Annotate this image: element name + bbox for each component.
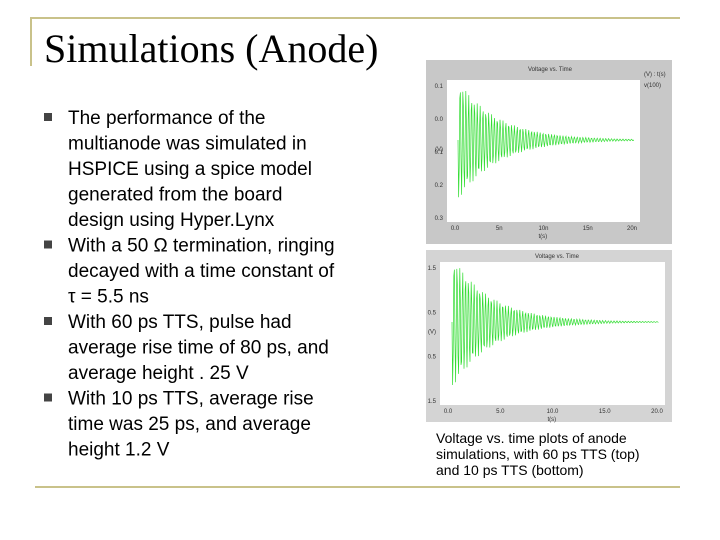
bullet-text: height 1.2 V	[68, 440, 170, 461]
caption: and 10 ps TTS (bottom)	[436, 462, 584, 478]
x-label: t(s)	[548, 417, 557, 423]
x-tick-label: 15.0	[599, 409, 611, 415]
bullet-marker	[44, 240, 52, 249]
plot-area	[447, 80, 640, 222]
x-label: t(s)	[539, 234, 548, 240]
bullet-marker	[44, 393, 52, 402]
bullet-text: multianode was simulated in	[68, 134, 307, 155]
y-tick-label: 1.5	[428, 266, 437, 272]
legend-text: (V) : t(s)	[644, 72, 666, 78]
bullet-text: HSPICE using a spice model	[68, 159, 312, 180]
x-tick-label: 0.0	[451, 226, 460, 232]
legend-text: v(100)	[644, 83, 661, 89]
x-tick-label: 20n	[627, 226, 637, 232]
y-label: (V)	[428, 330, 436, 336]
y-tick-label: 0.5	[428, 355, 437, 361]
bullet-marker	[44, 113, 52, 121]
x-tick-label: 10n	[538, 226, 548, 232]
x-tick-label: 10.0	[547, 409, 559, 415]
bullet-text: design using Hyper.Lynx	[68, 210, 275, 231]
x-tick-label: 5n	[496, 226, 503, 232]
plot-title: Voltage vs. Time	[535, 254, 580, 260]
y-tick-label: 0.1	[435, 150, 444, 156]
waveform	[457, 90, 635, 198]
y-tick-label: 0.1	[435, 84, 444, 90]
y-label: (V)	[435, 147, 443, 153]
plot-title: Voltage vs. Time	[528, 67, 573, 73]
waveform	[451, 268, 659, 386]
x-tick-label: 20.0	[651, 409, 663, 415]
bullet-text: With 60 ps TTS, pulse had	[68, 312, 292, 333]
bullet-text: time was 25 ps, and average	[68, 414, 311, 435]
y-tick-label: 0.2	[435, 183, 444, 189]
slide-title: Simulations (Anode)	[44, 26, 378, 71]
bullet-text: decayed with a time constant of	[68, 261, 335, 282]
bullet-text: τ = 5.5 ns	[68, 287, 149, 308]
x-tick-label: 5.0	[496, 409, 505, 415]
bullet-text: With a 50 Ω termination, ringing	[68, 236, 335, 257]
bullet-text: generated from the board	[68, 185, 282, 206]
caption: simulations, with 60 ps TTS (top)	[436, 446, 640, 462]
bullet-text: average rise time of 80 ps, and	[68, 338, 329, 359]
x-tick-label: 15n	[583, 226, 593, 232]
caption: Voltage vs. time plots of anode	[436, 430, 627, 446]
bullet-text: average height . 25 V	[68, 363, 249, 384]
y-tick-label: 1.5	[428, 399, 437, 405]
plot-area	[440, 262, 665, 405]
bullet-text: With 10 ps TTS, average rise	[68, 389, 314, 410]
y-tick-label: 0.5	[428, 310, 437, 316]
y-tick-label: 0.0	[435, 117, 444, 123]
y-tick-label: 0.3	[435, 216, 444, 222]
x-tick-label: 0.0	[444, 409, 453, 415]
bullet-text: The performance of the	[68, 108, 266, 129]
bullet-marker	[44, 317, 52, 325]
